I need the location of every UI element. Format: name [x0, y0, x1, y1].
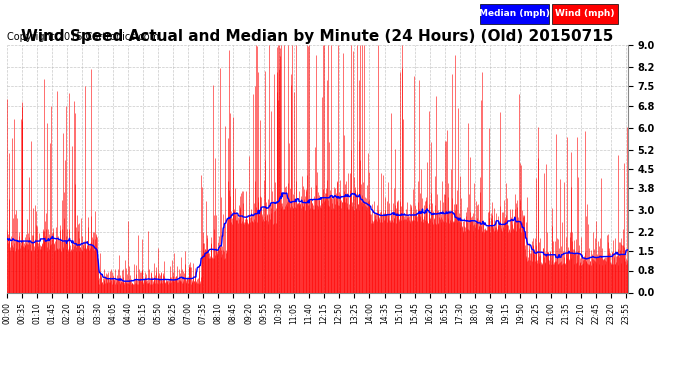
- Text: Copyright 2015 Cartronics.com: Copyright 2015 Cartronics.com: [7, 32, 159, 42]
- Title: Wind Speed Actual and Median by Minute (24 Hours) (Old) 20150715: Wind Speed Actual and Median by Minute (…: [21, 29, 613, 44]
- Text: Median (mph): Median (mph): [479, 9, 549, 18]
- Text: Wind (mph): Wind (mph): [555, 9, 614, 18]
